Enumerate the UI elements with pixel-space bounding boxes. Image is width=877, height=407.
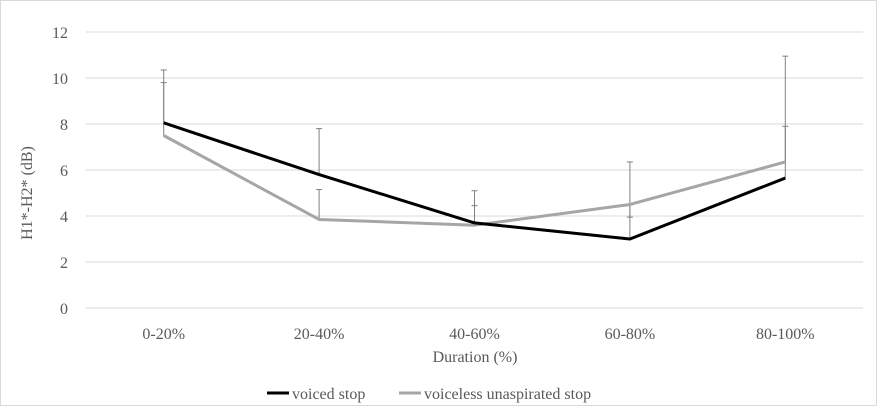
x-tick-label: 80-100%: [756, 326, 815, 343]
y-tick-label: 0: [60, 301, 68, 318]
series-lines: [162, 121, 786, 241]
legend: voiced stop voiceless unaspirated stop: [267, 386, 591, 403]
error-bars: [160, 55, 789, 239]
series-line-voiceless-unaspirated-stop: [162, 134, 786, 227]
x-tick-label: 40-60%: [449, 326, 500, 343]
legend-label-voiceless-unaspirated-stop: voiceless unaspirated stop: [424, 386, 591, 403]
x-tick-label: 60-80%: [605, 326, 656, 343]
y-tick-label: 8: [60, 117, 68, 134]
legend-label-voiced-stop: voiced stop: [292, 386, 365, 403]
gridlines: [86, 31, 863, 309]
x-tick-label: 20-40%: [294, 326, 345, 343]
y-tick-label: 4: [60, 209, 68, 226]
y-tick-label: 10: [52, 71, 68, 88]
y-axis-title: H1*-H2* (dB): [19, 146, 36, 240]
x-tick-labels: 0-20% 20-40% 40-60% 60-80% 80-100%: [142, 326, 814, 343]
y-tick-label: 6: [60, 163, 68, 180]
x-axis-title: Duration (%): [433, 349, 518, 366]
y-tick-label: 2: [60, 255, 68, 272]
y-tick-labels: 0 2 4 6 8 10 12: [52, 25, 68, 318]
x-tick-label: 0-20%: [142, 326, 185, 343]
series-line-voiced-stop: [163, 121, 786, 241]
y-tick-label: 12: [52, 25, 68, 42]
